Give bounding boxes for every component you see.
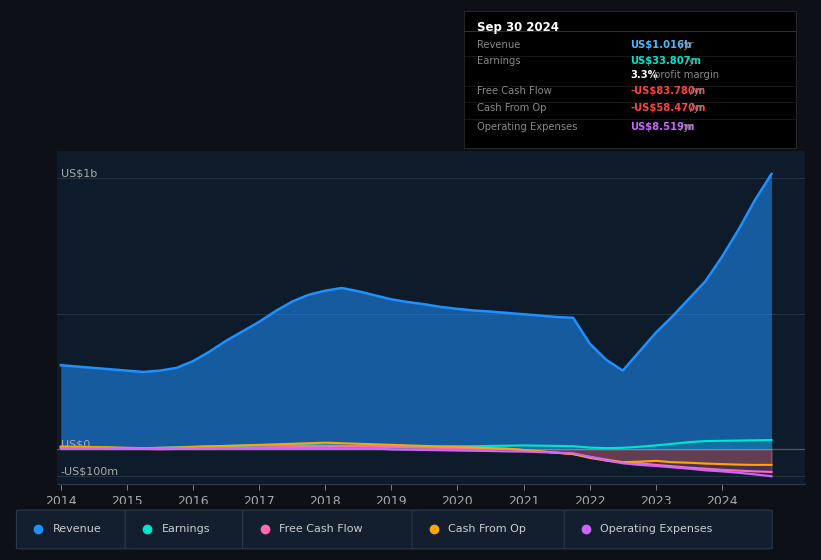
Text: Free Cash Flow: Free Cash Flow — [279, 524, 363, 534]
Text: -US$58.470m: -US$58.470m — [631, 103, 705, 113]
Text: Cash From Op: Cash From Op — [477, 103, 547, 113]
Text: Operating Expenses: Operating Expenses — [600, 524, 713, 534]
FancyBboxPatch shape — [243, 510, 416, 549]
Text: US$1.016b: US$1.016b — [631, 40, 691, 50]
Text: -US$100m: -US$100m — [61, 466, 119, 476]
Text: /yr: /yr — [677, 40, 693, 50]
Text: /yr: /yr — [687, 103, 704, 113]
FancyBboxPatch shape — [16, 510, 129, 549]
Text: US$1b: US$1b — [61, 169, 97, 178]
Text: Operating Expenses: Operating Expenses — [477, 122, 578, 132]
Text: profit margin: profit margin — [651, 70, 719, 80]
Text: US$0: US$0 — [61, 439, 90, 449]
Text: Earnings: Earnings — [477, 56, 521, 66]
Text: /yr: /yr — [681, 56, 698, 66]
Text: US$33.807m: US$33.807m — [631, 56, 701, 66]
FancyBboxPatch shape — [412, 510, 568, 549]
Text: Revenue: Revenue — [53, 524, 102, 534]
Text: Sep 30 2024: Sep 30 2024 — [477, 21, 559, 34]
Text: Free Cash Flow: Free Cash Flow — [477, 86, 552, 96]
FancyBboxPatch shape — [564, 510, 773, 549]
Text: 3.3%: 3.3% — [631, 70, 658, 80]
Text: US$8.519m: US$8.519m — [631, 122, 695, 132]
Text: Cash From Op: Cash From Op — [448, 524, 526, 534]
Text: -US$83.780m: -US$83.780m — [631, 86, 705, 96]
Text: Revenue: Revenue — [477, 40, 521, 50]
Text: /yr: /yr — [687, 86, 704, 96]
Text: /yr: /yr — [677, 122, 693, 132]
Text: Earnings: Earnings — [162, 524, 210, 534]
FancyBboxPatch shape — [125, 510, 246, 549]
